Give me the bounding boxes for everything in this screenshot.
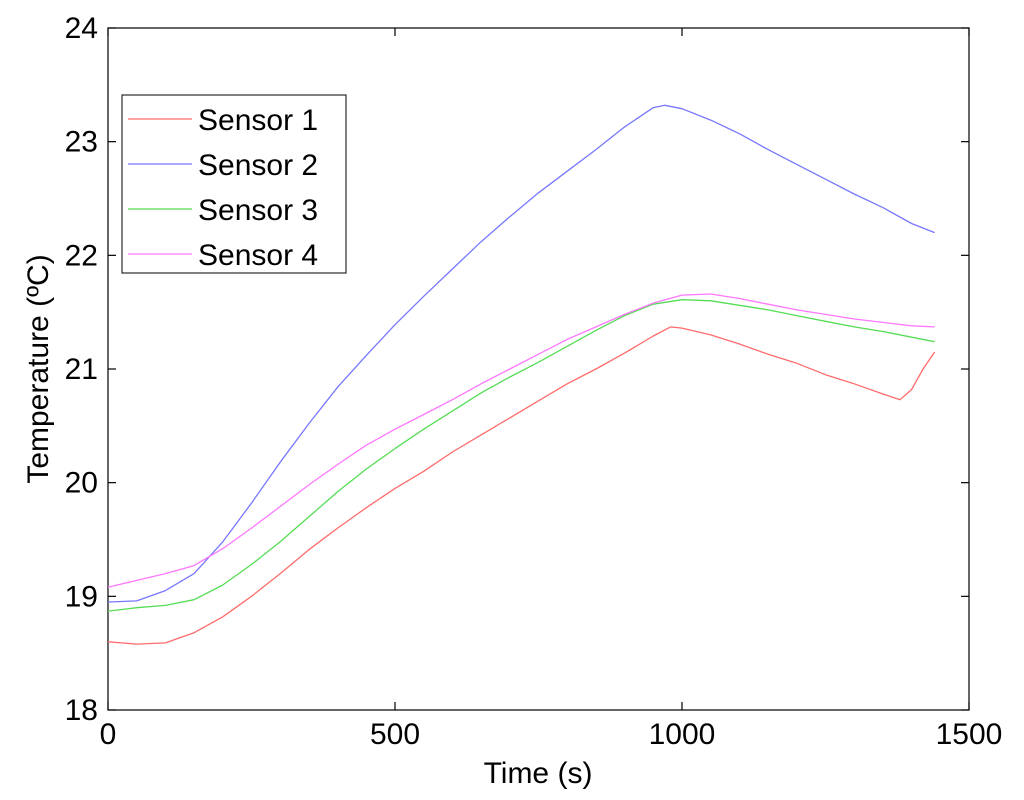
tick-labels: 0 500 1000 1500 18 19 20 21 22 23 24: [65, 12, 1003, 751]
x-tick-label: 0: [100, 718, 117, 751]
y-tick-label: 18: [65, 694, 98, 727]
y-tick-label: 22: [65, 239, 98, 272]
series-lines: [107, 104, 936, 645]
x-tick-label: 500: [370, 718, 420, 751]
y-tick-label: 24: [65, 12, 98, 45]
legend-label-sensor-2: Sensor 2: [198, 149, 318, 182]
y-tick-label: 23: [65, 126, 98, 159]
y-tick-label: 20: [65, 467, 98, 500]
series-line-sensor-3: [107, 299, 935, 612]
legend: Sensor 1 Sensor 2 Sensor 3 Sensor 4: [121, 94, 347, 274]
series-line-sensor-1: [107, 326, 936, 645]
legend-label-sensor-1: Sensor 1: [198, 104, 318, 137]
y-axis-label: Temperature (ºC): [22, 254, 55, 483]
axis-ticks: [107, 27, 970, 711]
legend-label-sensor-4: Sensor 4: [198, 239, 318, 272]
y-tick-label: 21: [65, 353, 98, 386]
x-tick-label: 1000: [649, 718, 716, 751]
x-axis-label: Time (s): [484, 757, 593, 790]
legend-label-sensor-3: Sensor 3: [198, 194, 318, 227]
legend-box: [121, 94, 347, 274]
y-tick-label: 19: [65, 580, 98, 613]
x-tick-label: 1500: [936, 718, 1003, 751]
series-line-sensor-2: [107, 104, 935, 603]
series-line-sensor-4: [107, 293, 935, 588]
